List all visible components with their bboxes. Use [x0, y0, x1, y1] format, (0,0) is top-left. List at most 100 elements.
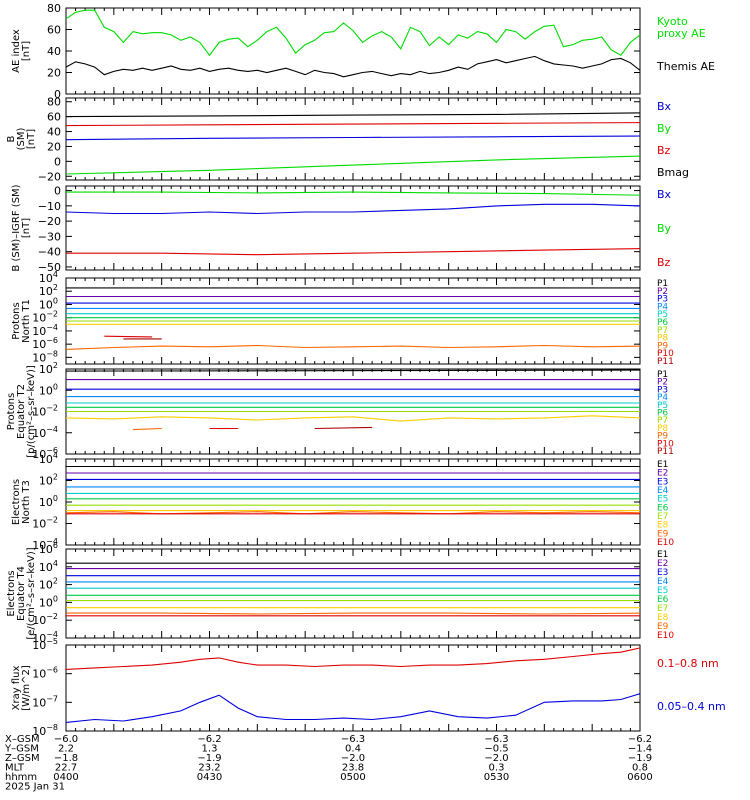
series-line [65, 9, 641, 57]
y-tick-label: 10−4 [32, 630, 58, 645]
y-tick-label: 102 [39, 577, 58, 592]
y-tick-label: 20 [47, 67, 61, 80]
legend-label: P11 [657, 357, 674, 367]
series-line [65, 369, 641, 372]
y-tick-label: 100 [39, 494, 58, 509]
series-line [65, 112, 641, 118]
y-tick-label: 60 [47, 24, 61, 37]
legend-label: E9 [657, 529, 669, 539]
y-tick-label: 104 [39, 270, 58, 285]
y-tick-label: 80 [47, 96, 61, 109]
column-value: 23.8 [342, 763, 364, 774]
series-line [104, 335, 153, 338]
y-tick-label: 106 [39, 541, 58, 556]
y-tick-label: −40 [38, 246, 61, 259]
series-line [65, 203, 641, 215]
y-tick-label: 10−6 [32, 446, 58, 461]
legend-label: E2 [657, 469, 668, 479]
y-axis-label: Equator T2 [16, 384, 27, 439]
column-value: −2.0 [484, 753, 508, 764]
legend-label: P11 [657, 447, 674, 457]
legend-label: E3 [657, 477, 668, 487]
legend-label: E5 [657, 495, 668, 505]
column-value: −2.0 [341, 753, 365, 764]
y-tick-label: 10−2 [32, 310, 58, 325]
series-line [65, 415, 641, 422]
row-label: X–GSM [5, 734, 40, 745]
y-tick-label: 60 [47, 111, 61, 124]
y-axis-label: B [6, 135, 17, 142]
column-value: 0.3 [489, 763, 505, 774]
legend-label: P9 [657, 432, 668, 442]
y-tick-label: 10−6 [32, 666, 58, 681]
y-tick-label: −10 [38, 200, 61, 213]
y-tick-label: 10−7 [32, 694, 58, 709]
legend-label: E1 [657, 550, 668, 560]
legend-label: P1 [657, 370, 668, 380]
column-value: 0600 [627, 772, 652, 783]
legend-label: Bmag [657, 166, 689, 179]
legend-label: E5 [657, 586, 668, 596]
column-value: −6.0 [54, 734, 78, 745]
legend-label: 0.05–0.4 nm [657, 700, 726, 713]
y-tick-label: 100 [39, 296, 58, 311]
row-label: MLT [5, 763, 25, 774]
column-value: −6.2 [628, 734, 652, 745]
legend-label: P5 [657, 310, 668, 320]
y-axis-label: [nT] [26, 129, 37, 149]
y-axis-label: Protons [11, 302, 22, 339]
legend-label: By [657, 222, 672, 235]
panel-frame [65, 185, 641, 271]
legend-label: Bx [657, 188, 672, 201]
y-tick-label: −30 [38, 230, 61, 243]
y-tick-label: 100 [39, 594, 58, 609]
legend-label: Bx [657, 100, 672, 113]
legend-label: Bz [657, 256, 671, 269]
column-value: −1.8 [54, 753, 78, 764]
legend-label: E10 [657, 631, 674, 641]
legend-label: P10 [657, 439, 674, 449]
legend-label: P8 [657, 334, 668, 344]
legend-label: P3 [657, 385, 668, 395]
series-line [65, 135, 641, 141]
legend-label: E9 [657, 622, 669, 632]
y-axis-label: (SM) [16, 128, 27, 151]
column-value: −6.2 [197, 734, 221, 745]
y-tick-label: 80 [47, 2, 61, 15]
series-line [66, 191, 641, 196]
y-axis-label: AE index [11, 29, 22, 73]
panel-8: 10−5 10−6 10−7 10−8 Xray flux [W/m^2] 0.1–0.8 … [11, 637, 726, 738]
panel-frame [65, 458, 641, 546]
y-tick-label: 10−2 [32, 404, 58, 419]
legend-label: By [657, 122, 672, 135]
column-value: 1.3 [202, 744, 218, 755]
legend-label: Kyoto [657, 15, 688, 28]
panel-3: −50 −40 −30 −20 −10 0 B (SM)–IGRF (SM) [nT] Bx By… [11, 184, 672, 274]
legend-label: Themis AE [656, 60, 715, 73]
y-axis-label: B (SM)–IGRF (SM) [11, 184, 22, 271]
legend-label: E8 [657, 613, 669, 623]
legend-label: E10 [657, 538, 674, 548]
legend-label: E7 [657, 512, 668, 522]
series-line [314, 426, 373, 430]
legend-label: P2 [657, 287, 668, 297]
series-line [132, 427, 162, 431]
legend-label: P7 [657, 326, 668, 336]
y-tick-label: 102 [39, 283, 58, 298]
y-tick-label: 10−5 [32, 637, 58, 652]
y-tick-label: 20 [47, 140, 61, 153]
legend-label: Bz [657, 144, 671, 157]
column-value: 0.8 [632, 763, 648, 774]
y-tick-label: 104 [39, 559, 58, 574]
y-axis-label: North T1 [21, 299, 32, 343]
row-label: hhmm [5, 772, 37, 783]
column-value: 0.4 [345, 744, 361, 755]
y-tick-label: 102 [39, 473, 58, 488]
y-axis-label: Electrons [6, 570, 17, 616]
y-axis-label: [W/m^2] [21, 665, 32, 711]
